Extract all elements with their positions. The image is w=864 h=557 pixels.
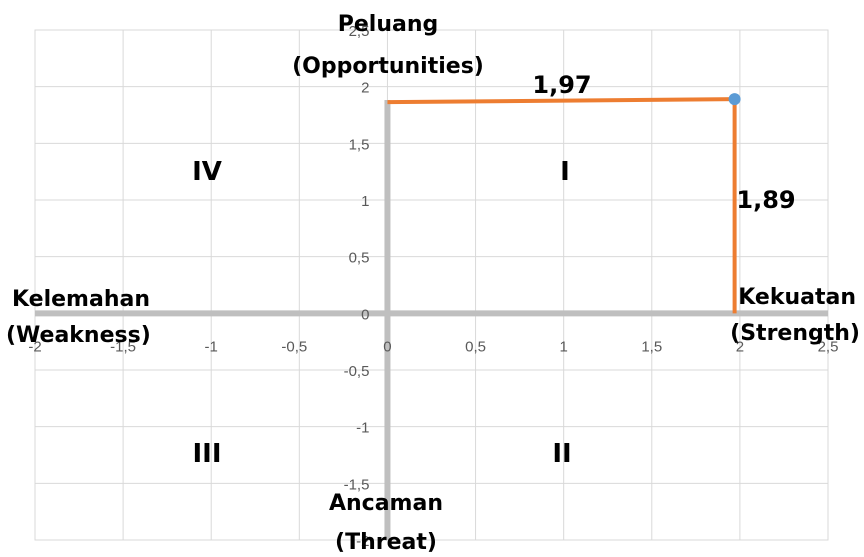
axis-label-right-line1: Kekuatan: [738, 285, 856, 310]
tick-labels: -2 -1,5 -1 -0,5 0 0,5 1 1,5 2 2,5 2,5 2 1,5 1 0,5 0 -0,5…: [28, 23, 838, 550]
y-tick-label: -2: [356, 533, 369, 550]
data-point: [728, 93, 741, 106]
quadrant-label-ii: II: [552, 439, 571, 469]
x-tick-label: 0: [383, 338, 391, 355]
data-points: [728, 93, 741, 106]
axis-label-bottom-line2: (Threat): [335, 530, 437, 555]
axis-label-left-line2: (Weakness): [6, 323, 151, 348]
axis-label-left-line1: Kelemahan: [12, 287, 150, 312]
y-tick-label: 0: [361, 306, 369, 323]
axes: [35, 100, 828, 540]
x-tick-label: 0,5: [465, 338, 486, 355]
quadrant-label-iv: IV: [192, 157, 222, 187]
gridlines: [34, 29, 829, 541]
value-label-y: 1,89: [736, 186, 795, 214]
quadrant-label-i: I: [560, 157, 570, 187]
quadrant-label-iii: III: [192, 439, 221, 469]
value-label-x: 1,97: [532, 71, 591, 99]
x-tick-label: -1: [205, 338, 218, 355]
x-tick-label: 2,5: [818, 338, 839, 355]
axis-label-top-line1: Peluang: [338, 12, 439, 37]
axis-label-bottom-line1: Ancaman: [329, 491, 443, 516]
axis-label-top-line2: (Opportunities): [292, 54, 484, 79]
y-tick-label: 1: [361, 193, 369, 210]
x-tick-label: -0,5: [281, 338, 307, 355]
guide-lines: [387, 97, 737, 314]
x-tick-label: -2: [28, 338, 41, 355]
axis-label-right-line2: (Strength): [730, 321, 860, 346]
y-tick-label: -1: [356, 420, 369, 437]
x-tick-label: 1,5: [641, 338, 662, 355]
y-tick-label: 2,5: [349, 23, 370, 40]
x-tick-label: 1: [559, 338, 567, 355]
guide-line-horizontal: [387, 97, 735, 105]
y-tick-label: 2: [361, 80, 369, 97]
y-tick-label: 1,5: [349, 136, 370, 153]
x-tick-label: 2: [736, 338, 744, 355]
plot-frame: [34, 29, 829, 541]
y-tick-label: -0,5: [344, 363, 370, 380]
y-tick-label: 0,5: [349, 250, 370, 267]
x-tick-label: -1,5: [110, 338, 136, 355]
y-tick-label: -1,5: [344, 476, 370, 493]
